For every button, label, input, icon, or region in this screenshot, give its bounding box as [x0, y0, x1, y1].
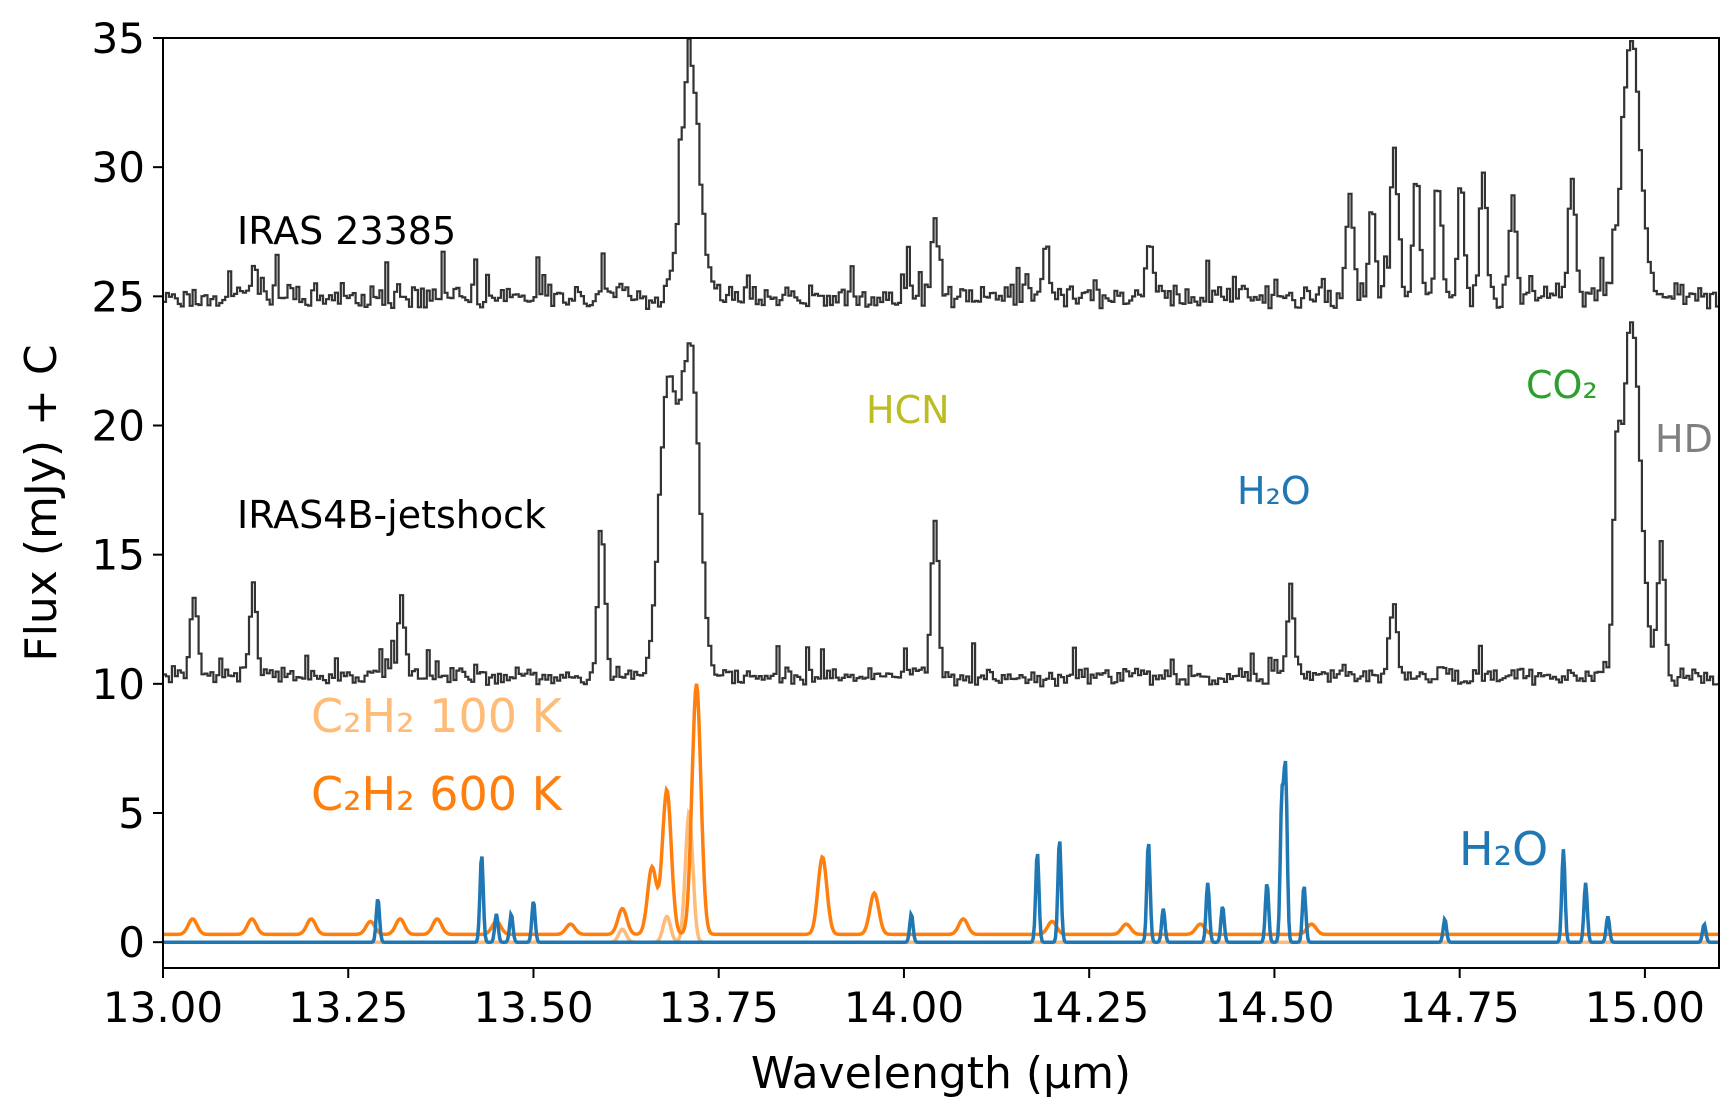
x-tick-label: 14.50 — [1214, 983, 1334, 1032]
series-c2h2-600-k — [163, 683, 1719, 937]
y-tick-label: 5 — [118, 789, 145, 838]
label-c2h2-600k: C₂H₂ 600 K — [311, 767, 564, 821]
y-axis-title: Flux (mJy) + C — [16, 344, 67, 661]
series-h2o — [163, 760, 1719, 944]
x-axis-title: Wavelength (μm) — [751, 1048, 1131, 1099]
label-iras23385: IRAS 23385 — [237, 209, 456, 253]
x-tick-label: 14.00 — [844, 983, 964, 1032]
annotations: IRAS 23385 IRAS4B-jetshock HCN CO₂ HD H₂… — [237, 209, 1713, 876]
label-hcn: HCN — [866, 388, 950, 432]
y-tick-label: 15 — [92, 531, 145, 580]
label-hd: HD — [1655, 417, 1713, 461]
y-axis: 0 5 10 15 20 25 30 35 — [92, 14, 163, 967]
x-tick-label: 13.50 — [473, 983, 593, 1032]
x-tick-label: 14.25 — [1029, 983, 1149, 1032]
x-axis: 13.00 13.25 13.50 13.75 14.00 14.25 14.50 14.75… — [103, 968, 1705, 1032]
series-iras-23385 — [163, 38, 1719, 310]
y-tick-label: 25 — [92, 272, 145, 321]
label-h2o-lower: H₂O — [1459, 822, 1548, 876]
x-tick-label: 15.00 — [1585, 983, 1705, 1032]
y-tick-label: 10 — [92, 660, 145, 709]
label-h2o-upper: H₂O — [1237, 469, 1311, 513]
y-tick-label: 30 — [92, 143, 145, 192]
y-tick-label: 20 — [92, 402, 145, 451]
x-tick-label: 13.00 — [103, 983, 223, 1032]
label-iras4b-jetshock: IRAS4B-jetshock — [237, 493, 546, 537]
y-tick-label: 35 — [92, 14, 145, 63]
x-tick-label: 13.75 — [659, 983, 779, 1032]
label-c2h2-100k: C₂H₂ 100 K — [311, 689, 564, 743]
series-layer — [163, 38, 1719, 944]
x-tick-label: 14.75 — [1400, 983, 1520, 1032]
plot-frame — [162, 37, 1720, 969]
series-iras4b-jetshock — [163, 321, 1719, 688]
x-tick-label: 13.25 — [288, 983, 408, 1032]
label-co2: CO₂ — [1526, 363, 1598, 407]
y-tick-label: 0 — [118, 918, 145, 967]
